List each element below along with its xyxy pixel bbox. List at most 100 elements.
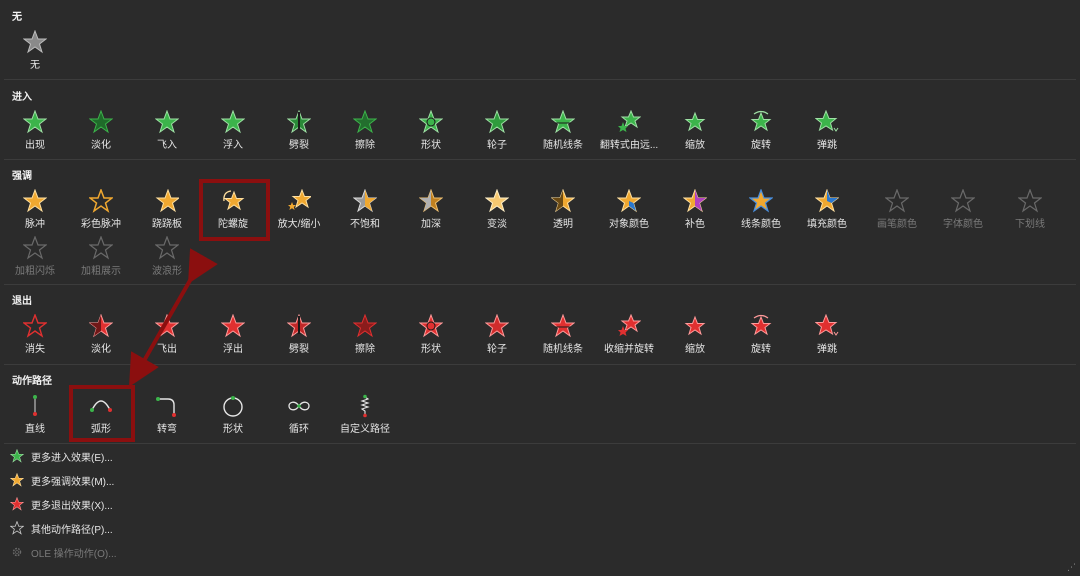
effect-label: 补色 — [685, 219, 705, 230]
effect-label: 擦除 — [355, 140, 375, 151]
path-line-icon — [33, 395, 37, 416]
effect-entrance-wipe[interactable]: 擦除 — [332, 110, 398, 154]
effect-exit-fly-out[interactable]: 飞出 — [134, 314, 200, 358]
effect-entrance-float-in[interactable]: 浮入 — [200, 110, 266, 154]
menu-more-emphasis-effects[interactable]: 更多强调效果(M)... — [10, 470, 114, 490]
star-green-icon — [155, 110, 179, 134]
effect-entrance-random-bars[interactable]: 随机线条 — [530, 110, 596, 154]
effect-entrance-flip[interactable]: 翻转式由远... — [596, 110, 662, 154]
effect-label: 淡化 — [91, 344, 111, 355]
star-red-icon — [221, 314, 245, 338]
effect-entrance-appear[interactable]: 出现 — [2, 110, 68, 154]
section-title-none: 无 — [12, 12, 22, 23]
effect-label: 劈裂 — [289, 344, 309, 355]
effect-label: 轮子 — [487, 140, 507, 151]
effect-entrance-spin[interactable]: 旋转 — [728, 110, 794, 154]
effect-path-custom[interactable]: 自定义路径 — [332, 394, 398, 438]
star-outline-icon — [89, 236, 113, 260]
effect-emphasis-teeter[interactable]: 跷跷板 — [134, 189, 200, 233]
effect-label: 直线 — [25, 424, 45, 435]
star-green-icon — [10, 449, 24, 463]
star-gold-spin-icon — [223, 190, 245, 211]
star-red-icon — [10, 497, 24, 511]
star-gold-icon — [683, 189, 707, 213]
star-green-icon — [23, 110, 47, 134]
star-green-icon — [750, 110, 772, 132]
effect-emphasis-font-color: 字体颜色 — [930, 189, 996, 233]
effect-exit-float-out[interactable]: 浮出 — [200, 314, 266, 358]
effect-exit-disappear[interactable]: 消失 — [2, 314, 68, 358]
star-green-icon — [551, 110, 575, 134]
effect-emphasis-complementary-color[interactable]: 补色 — [662, 189, 728, 233]
effect-emphasis-grow-shrink[interactable]: 放大/缩小 — [266, 189, 332, 233]
star-red-icon — [618, 314, 641, 336]
effect-exit-wheel[interactable]: 轮子 — [464, 314, 530, 358]
effect-path-loop[interactable]: 循环 — [266, 394, 332, 438]
resize-grip-icon[interactable]: ⋰ — [1067, 562, 1076, 572]
effect-label: 弧形 — [91, 424, 111, 435]
effect-label: 旋转 — [751, 344, 771, 355]
effect-emphasis-darken[interactable]: 加深 — [398, 189, 464, 233]
effect-emphasis-color-pulse[interactable]: 彩色脉冲 — [68, 189, 134, 233]
menu-more-motion-paths[interactable]: 其他动作路径(P)... — [10, 518, 113, 538]
star-gold-icon — [155, 189, 179, 213]
effect-exit-spin[interactable]: 旋转 — [728, 314, 794, 358]
effect-exit-wipe[interactable]: 擦除 — [332, 314, 398, 358]
path-arc-icon — [90, 400, 112, 412]
effect-emphasis-fill-color[interactable]: 填充颜色 — [794, 189, 860, 233]
effect-exit-collapse-rotate[interactable]: 收缩并旋转 — [596, 314, 662, 358]
star-outline-icon — [1018, 189, 1042, 213]
effect-label: 填充颜色 — [807, 219, 847, 230]
effect-label: 透明 — [553, 219, 573, 230]
effect-label: 陀螺旋 — [218, 219, 248, 230]
star-gold-icon — [617, 189, 641, 213]
effect-label: 加粗展示 — [81, 266, 121, 277]
path-custom-icon — [360, 394, 370, 418]
star-outline-icon — [951, 189, 975, 213]
effect-path-turn[interactable]: 转弯 — [134, 394, 200, 438]
effect-none[interactable]: 无 — [2, 30, 68, 74]
effect-path-shape[interactable]: 形状 — [200, 394, 266, 438]
menu-more-entrance-effects[interactable]: 更多进入效果(E)... — [10, 446, 113, 466]
effect-exit-shape[interactable]: 形状 — [398, 314, 464, 358]
effect-exit-bounce[interactable]: 弹跳 — [794, 314, 860, 358]
menu-label: 更多退出效果(X)... — [31, 500, 113, 512]
effect-entrance-fade[interactable]: 淡化 — [68, 110, 134, 154]
effect-exit-zoom[interactable]: 缩放 — [662, 314, 728, 358]
star-green-icon — [353, 110, 377, 134]
effect-emphasis-spin[interactable]: 陀螺旋 — [200, 189, 266, 233]
menu-label: 更多强调效果(M)... — [31, 476, 115, 488]
star-green-icon — [618, 110, 641, 132]
menu-more-exit-effects[interactable]: 更多退出效果(X)... — [10, 494, 113, 514]
effect-emphasis-transparency[interactable]: 透明 — [530, 189, 596, 233]
effect-exit-split[interactable]: 劈裂 — [266, 314, 332, 358]
effect-label: 飞出 — [157, 344, 177, 355]
effect-exit-fade[interactable]: 淡化 — [68, 314, 134, 358]
effect-emphasis-bold-reveal: 加粗展示 — [68, 236, 134, 280]
effect-entrance-fly-in[interactable]: 飞入 — [134, 110, 200, 154]
effect-entrance-zoom[interactable]: 缩放 — [662, 110, 728, 154]
effect-emphasis-bold-flash: 加粗闪烁 — [2, 236, 68, 280]
effect-entrance-split[interactable]: 劈裂 — [266, 110, 332, 154]
effect-entrance-bounce[interactable]: 弹跳 — [794, 110, 860, 154]
effect-entrance-wheel[interactable]: 轮子 — [464, 110, 530, 154]
star-gold-icon — [353, 189, 377, 213]
effect-label: 弹跳 — [817, 140, 837, 151]
effect-label: 无 — [30, 60, 40, 71]
effect-emphasis-line-color[interactable]: 线条颜色 — [728, 189, 794, 233]
effect-entrance-shape[interactable]: 形状 — [398, 110, 464, 154]
effect-label: 轮子 — [487, 344, 507, 355]
effect-emphasis-lighten[interactable]: 变淡 — [464, 189, 530, 233]
effect-emphasis-object-color[interactable]: 对象颜色 — [596, 189, 662, 233]
effect-label: 收缩并旋转 — [604, 344, 654, 355]
effect-path-line[interactable]: 直线 — [2, 394, 68, 438]
star-red-icon — [155, 314, 179, 338]
highlight-box-spin — [199, 179, 270, 241]
effect-exit-random-bars[interactable]: 随机线条 — [530, 314, 596, 358]
menu-label: 其他动作路径(P)... — [31, 524, 113, 536]
effect-emphasis-pulse[interactable]: 脉冲 — [2, 189, 68, 233]
effect-label: 脉冲 — [25, 219, 45, 230]
effect-path-arc[interactable]: 弧形 — [68, 394, 134, 438]
effect-emphasis-desaturate[interactable]: 不饱和 — [332, 189, 398, 233]
